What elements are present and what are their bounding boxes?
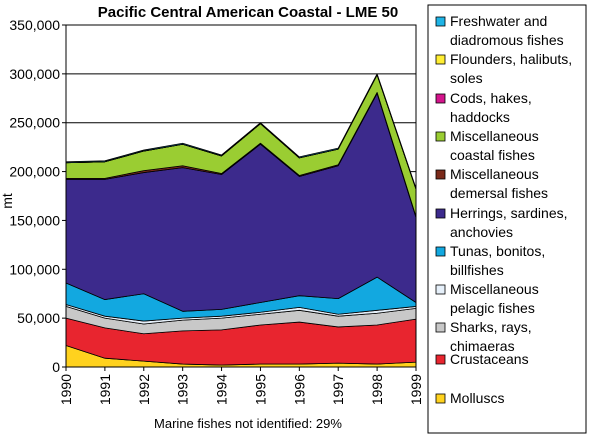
x-tick-label: 1996: [291, 374, 307, 405]
chart-title: Pacific Central American Coastal - LME 5…: [98, 4, 398, 21]
legend-swatch: [435, 93, 446, 104]
legend-item: Molluscs: [435, 390, 504, 406]
legend-label: haddocks: [450, 109, 510, 125]
y-tick-label: 100,000: [9, 261, 60, 277]
legend: Freshwater and diadromous fishes Flounders…: [427, 4, 587, 434]
axes: 0 50,000 100,000 150,000 200,000 250,000 300,0…: [9, 17, 424, 405]
legend-item: Flounders, halibuts, soles: [435, 51, 572, 86]
legend-label: Cods, hakes,: [450, 90, 532, 106]
y-tick-label: 350,000: [9, 17, 60, 33]
y-tick-label: 50,000: [17, 310, 60, 326]
legend-label: Crustaceans: [450, 351, 529, 367]
legend-label: Sharks, rays,: [450, 319, 532, 335]
legend-label: Herrings, sardines,: [450, 205, 568, 221]
legend-label: Miscellaneous: [450, 281, 539, 297]
legend-label: Tunas, bonitos,: [450, 243, 545, 259]
legend-label: demersal fishes: [450, 185, 548, 201]
legend-box: [427, 4, 587, 434]
y-tick-label: 150,000: [9, 212, 60, 228]
legend-label: diadromous fishes: [450, 32, 564, 48]
y-tick-label: 200,000: [9, 164, 60, 180]
x-tick-label: 1999: [408, 374, 424, 405]
legend-item: Sharks, rays, chimaeras: [435, 319, 532, 354]
y-axis-label: mt: [0, 193, 15, 209]
y-tick-label: 250,000: [9, 115, 60, 131]
legend-item: Miscellaneous pelagic fishes: [435, 281, 539, 316]
footnote: Marine fishes not identified: 29%: [154, 416, 342, 431]
y-tick-label: 0: [52, 359, 60, 375]
x-tick-label: 1992: [136, 374, 152, 405]
legend-swatch: [435, 131, 446, 142]
plot-frame: [65, 24, 417, 368]
legend-label: anchovies: [450, 224, 513, 240]
legend-item: Miscellaneous demersal fishes: [435, 166, 548, 201]
legend-swatch: [435, 393, 446, 404]
x-tick-label: 1997: [330, 374, 346, 405]
legend-item: Herrings, sardines, anchovies: [435, 205, 568, 240]
legend-swatch: [435, 208, 446, 219]
legend-label: billfishes: [450, 262, 504, 278]
legend-swatch: [435, 354, 446, 365]
x-tick-label: 1990: [58, 374, 74, 405]
legend-label: soles: [450, 70, 483, 86]
x-tick-label: 1998: [369, 374, 385, 405]
legend-label: Flounders, halibuts,: [450, 51, 572, 67]
y-tick-label: 300,000: [9, 66, 60, 82]
legend-item: Freshwater and diadromous fishes: [435, 13, 564, 48]
legend-item: Crustaceans: [435, 351, 529, 367]
legend-swatch: [435, 54, 446, 65]
legend-swatch: [435, 284, 446, 295]
legend-label: coastal fishes: [450, 147, 535, 163]
legend-label: Molluscs: [450, 390, 504, 406]
x-tick-label: 1995: [252, 374, 268, 405]
legend-item: Cods, hakes, haddocks: [435, 90, 532, 125]
legend-label: pelagic fishes: [450, 300, 535, 316]
legend-label: chimaeras: [450, 338, 515, 354]
legend-swatch: [435, 16, 446, 27]
legend-swatch: [435, 246, 446, 257]
legend-item: Tunas, bonitos, billfishes: [435, 243, 545, 278]
legend-item: Miscellaneous coastal fishes: [435, 128, 539, 163]
x-tick-label: 1991: [97, 374, 113, 405]
legend-label: Miscellaneous: [450, 128, 539, 144]
legend-swatch: [435, 169, 446, 180]
x-tick-label: 1993: [175, 374, 191, 405]
legend-label: Miscellaneous: [450, 166, 539, 182]
legend-swatch: [435, 322, 446, 333]
legend-label: Freshwater and: [450, 13, 547, 29]
x-tick-label: 1994: [214, 374, 230, 405]
